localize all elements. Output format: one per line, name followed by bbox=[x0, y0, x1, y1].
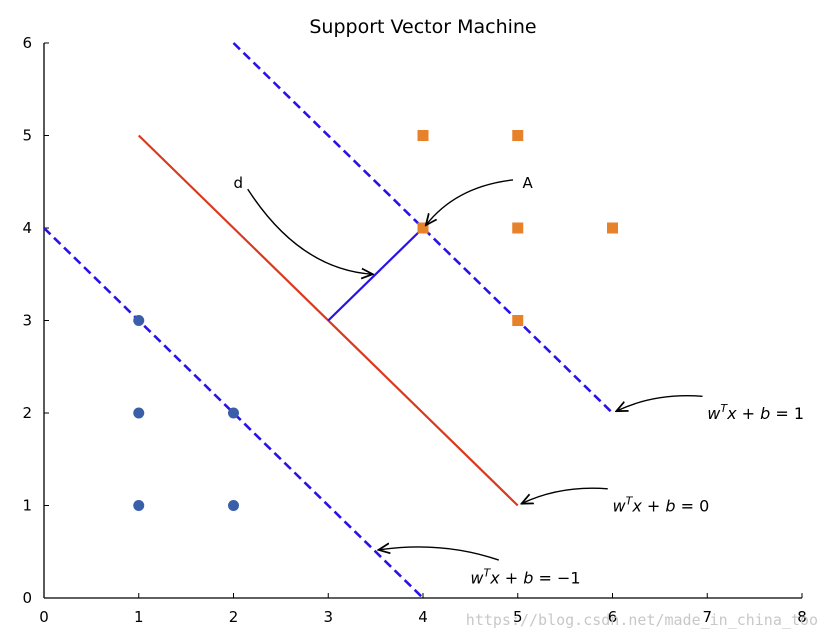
annotation-arrow-A bbox=[426, 179, 514, 225]
square-point bbox=[512, 222, 524, 234]
x-tick-label: 8 bbox=[797, 608, 807, 626]
boundary-lines bbox=[43, 42, 614, 599]
circle-point bbox=[228, 407, 239, 419]
circle-point bbox=[133, 407, 145, 419]
x-tick-label: 7 bbox=[702, 608, 712, 626]
circle-point bbox=[133, 500, 145, 511]
y-tick-label: 1 bbox=[22, 497, 32, 515]
distance-segment-line bbox=[327, 227, 424, 322]
square-point bbox=[417, 222, 429, 234]
y-tick-label: 4 bbox=[22, 219, 32, 237]
x-tick-label: 5 bbox=[513, 608, 523, 626]
square-point bbox=[607, 222, 618, 234]
watermark: https://blog.csdn.net/made_in_china_too bbox=[466, 611, 818, 629]
annotation-label-d: d bbox=[234, 174, 244, 192]
x-tick-label: 3 bbox=[323, 608, 333, 626]
equation-label-eq-minus: wTx + b = −1 bbox=[470, 567, 580, 588]
x-tick-label: 6 bbox=[608, 608, 618, 626]
equation-label-eq-zero: wTx + b = 0 bbox=[613, 495, 710, 516]
square-point bbox=[512, 315, 524, 326]
x-tick-label: 0 bbox=[39, 608, 49, 626]
annotation-arrow-d bbox=[247, 188, 373, 274]
data-points bbox=[133, 130, 618, 511]
annotation-label-A: A bbox=[522, 174, 533, 192]
y-tick-label: 0 bbox=[22, 589, 32, 607]
annotation-arrow-eq-plus bbox=[616, 395, 703, 411]
square-point bbox=[512, 130, 524, 141]
x-tick-label: 2 bbox=[229, 608, 239, 626]
chart-title: Support Vector Machine bbox=[309, 16, 536, 38]
y-tick-label: 2 bbox=[22, 404, 32, 422]
x-tick-label: 1 bbox=[134, 608, 144, 626]
x-tick-label: 4 bbox=[418, 608, 428, 626]
annotation-arrow-eq-zero bbox=[522, 487, 608, 503]
lower-margin-line bbox=[43, 227, 424, 599]
y-tick-label: 3 bbox=[22, 312, 32, 330]
circle-point bbox=[228, 500, 239, 511]
equation-label-eq-plus: wTx + b = 1 bbox=[707, 402, 804, 423]
annotation-arrow-eq-minus bbox=[378, 547, 500, 561]
axes: 0 1 2 3 4 5 6 7 8 0 1 2 3 4 5 6 bbox=[22, 34, 806, 626]
circle-point bbox=[133, 315, 145, 326]
square-point bbox=[417, 130, 429, 141]
y-tick-label: 5 bbox=[22, 127, 32, 145]
upper-margin-line bbox=[232, 42, 614, 414]
y-tick-label: 6 bbox=[22, 34, 32, 52]
